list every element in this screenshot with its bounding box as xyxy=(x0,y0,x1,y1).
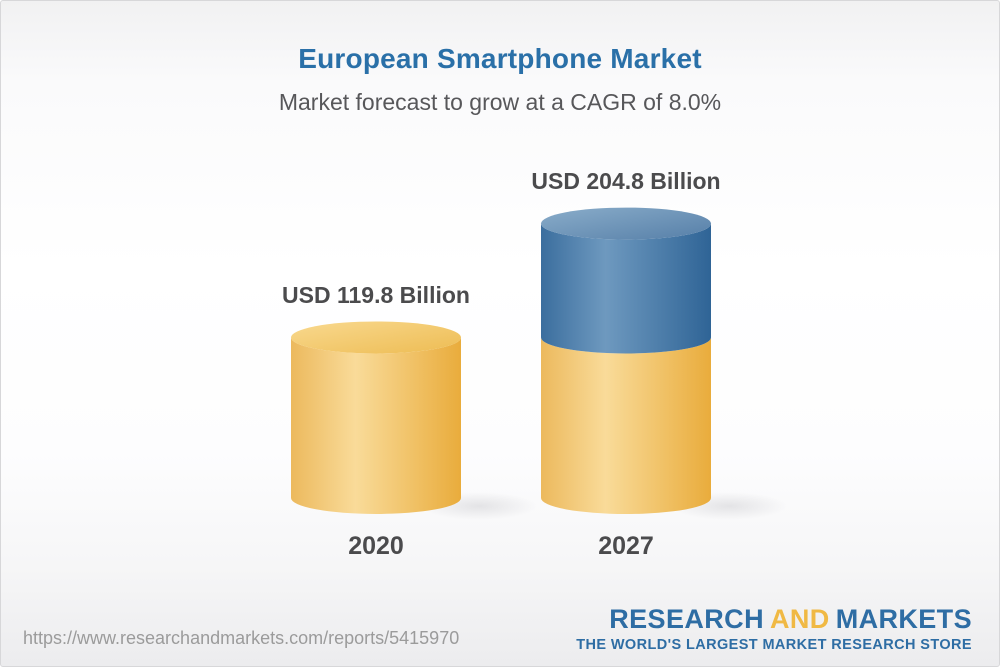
cylinder-2027-segment-baseline xyxy=(541,337,711,514)
report-url[interactable]: https://www.researchandmarkets.com/repor… xyxy=(23,628,460,648)
cylinder-2027-segment-growth xyxy=(541,223,711,354)
logo-word-and: AND xyxy=(769,604,830,634)
research-and-markets-logo: RESEARCH AND MARKETS THE WORLD'S LARGEST M… xyxy=(576,604,972,654)
logo-word-markets: MARKETS xyxy=(835,604,972,634)
logo-word-research: RESEARCH xyxy=(609,604,764,634)
cylinder-2027-top xyxy=(541,207,711,240)
cylinder-2020-segment-baseline xyxy=(291,337,461,514)
cylinder-2020-top xyxy=(291,321,461,354)
bar-value-label-2020: USD 119.8 Billion xyxy=(282,282,470,308)
x-axis-label-2027: 2027 xyxy=(598,532,654,560)
bar-value-label-2027: USD 204.8 Billion xyxy=(531,168,721,194)
x-axis-label-2020: 2020 xyxy=(348,532,404,560)
logo-tagline: THE WORLD'S LARGEST MARKET RESEARCH STOR… xyxy=(576,637,972,653)
page-title: European Smartphone Market xyxy=(298,43,702,74)
page-subtitle: Market forecast to grow at a CAGR of 8.0… xyxy=(278,89,722,115)
logo-wordmark: RESEARCH AND MARKETS xyxy=(609,604,972,635)
